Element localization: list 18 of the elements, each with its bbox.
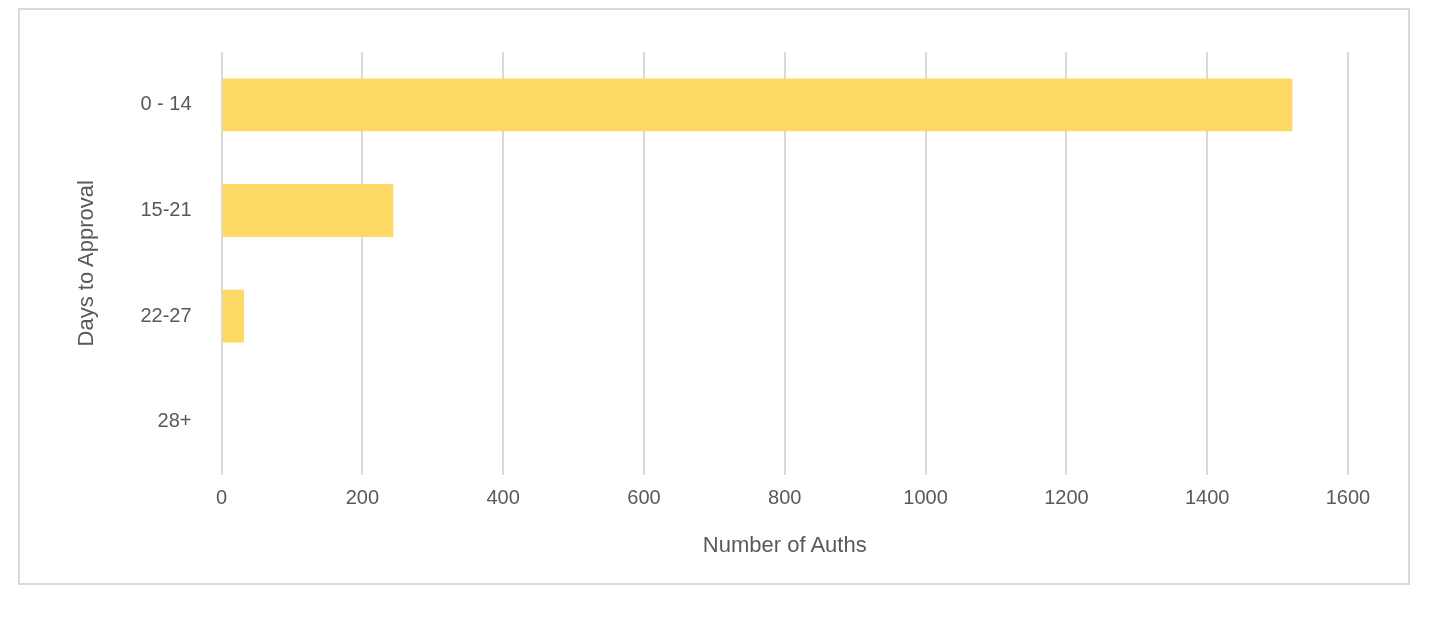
- y-tick-label: 0 - 14: [140, 92, 192, 115]
- y-tick-label: 28+: [157, 409, 192, 432]
- y-tick-label: 22-27: [140, 303, 192, 326]
- bar: [222, 289, 245, 343]
- x-axis-title: Number of Auths: [702, 531, 867, 557]
- x-tick-label: 200: [345, 486, 380, 509]
- x-tick-label: 0: [215, 486, 228, 509]
- x-tick-label: 1400: [1184, 486, 1230, 509]
- x-tick-label: 400: [486, 486, 520, 509]
- bar: [222, 184, 394, 237]
- x-tick-label: 1000: [903, 486, 948, 509]
- y-axis-title: Days to Approval: [73, 180, 99, 347]
- y-tick-label: 15-21: [140, 197, 192, 220]
- bar: [222, 78, 1293, 132]
- x-tick-label: 800: [768, 486, 802, 509]
- x-tick-label: 1200: [1044, 486, 1089, 509]
- x-tick-label: 600: [627, 486, 661, 509]
- x-tick-label: 1600: [1325, 486, 1371, 509]
